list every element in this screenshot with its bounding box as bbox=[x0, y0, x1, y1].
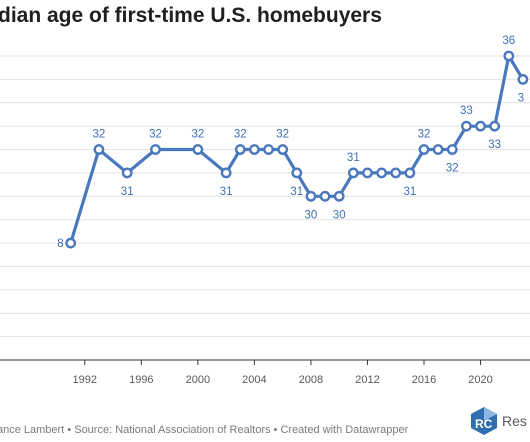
data-point bbox=[192, 144, 204, 155]
data-label: 30 bbox=[333, 209, 346, 221]
data-point bbox=[277, 144, 289, 155]
data-label: 31 bbox=[403, 186, 416, 198]
source-credit: ance Lambert • Source: National Associat… bbox=[0, 424, 409, 436]
data-point bbox=[503, 50, 515, 62]
data-point bbox=[347, 167, 359, 179]
data-point bbox=[121, 167, 133, 179]
data-point bbox=[263, 144, 274, 155]
data-point bbox=[404, 167, 416, 179]
data-label: 31 bbox=[290, 186, 303, 198]
data-point bbox=[418, 144, 430, 155]
logo-text: Res bbox=[502, 413, 527, 429]
x-axis-ticks: 1992 1996 2000 2004 2008 2012 2016 2020 bbox=[73, 360, 493, 386]
data-label: 32 bbox=[191, 129, 204, 141]
x-tick-label: 2000 bbox=[186, 374, 210, 386]
gridlines bbox=[0, 55, 530, 361]
x-tick-label: 2008 bbox=[299, 374, 323, 386]
data-point bbox=[291, 167, 303, 179]
x-tick-label: 2004 bbox=[242, 374, 266, 386]
x-tick-label: 2020 bbox=[468, 374, 492, 386]
data-point bbox=[517, 73, 529, 85]
resi-club-logo-icon: RC bbox=[471, 407, 497, 435]
x-tick-label: 2016 bbox=[412, 374, 436, 386]
data-point bbox=[432, 144, 444, 155]
data-label: 3 bbox=[518, 92, 524, 104]
chart-title: dian age of first-time U.S. homebuyers bbox=[0, 4, 382, 27]
data-point bbox=[65, 237, 77, 249]
data-point bbox=[220, 167, 232, 179]
data-point bbox=[150, 144, 161, 155]
data-label: 31 bbox=[220, 186, 233, 198]
data-point bbox=[305, 190, 317, 202]
data-point bbox=[319, 190, 331, 202]
data-label: 36 bbox=[502, 35, 515, 47]
x-tick-label: 1996 bbox=[129, 374, 153, 386]
data-point bbox=[234, 144, 246, 155]
x-tick-label: 1992 bbox=[73, 374, 97, 386]
data-points bbox=[65, 50, 529, 249]
data-label: 30 bbox=[305, 209, 318, 221]
data-point bbox=[93, 144, 105, 155]
data-point bbox=[376, 167, 387, 179]
data-point bbox=[390, 167, 402, 179]
data-point bbox=[446, 144, 458, 155]
data-label: 31 bbox=[121, 186, 134, 198]
line-chart: 1992 1996 2000 2004 2008 2012 2016 2020 8 32 31 32… bbox=[0, 35, 530, 386]
data-label: 32 bbox=[418, 129, 431, 141]
svg-text:RC: RC bbox=[475, 417, 493, 431]
data-label: 8 bbox=[57, 238, 63, 250]
data-label: 32 bbox=[93, 129, 106, 141]
data-label: 31 bbox=[347, 152, 360, 164]
data-label: 32 bbox=[276, 129, 289, 141]
data-label: 32 bbox=[446, 163, 459, 175]
data-label: 33 bbox=[460, 105, 473, 117]
data-label: 33 bbox=[488, 139, 501, 151]
data-label: 32 bbox=[234, 129, 247, 141]
brand-logo: RC Res bbox=[470, 406, 527, 436]
data-point bbox=[489, 120, 501, 132]
data-point bbox=[333, 190, 345, 202]
data-label: 32 bbox=[149, 129, 162, 141]
data-point bbox=[248, 144, 260, 155]
x-tick-label: 2012 bbox=[355, 374, 379, 386]
data-point bbox=[475, 120, 486, 132]
data-point bbox=[362, 167, 373, 179]
data-point bbox=[460, 120, 472, 132]
